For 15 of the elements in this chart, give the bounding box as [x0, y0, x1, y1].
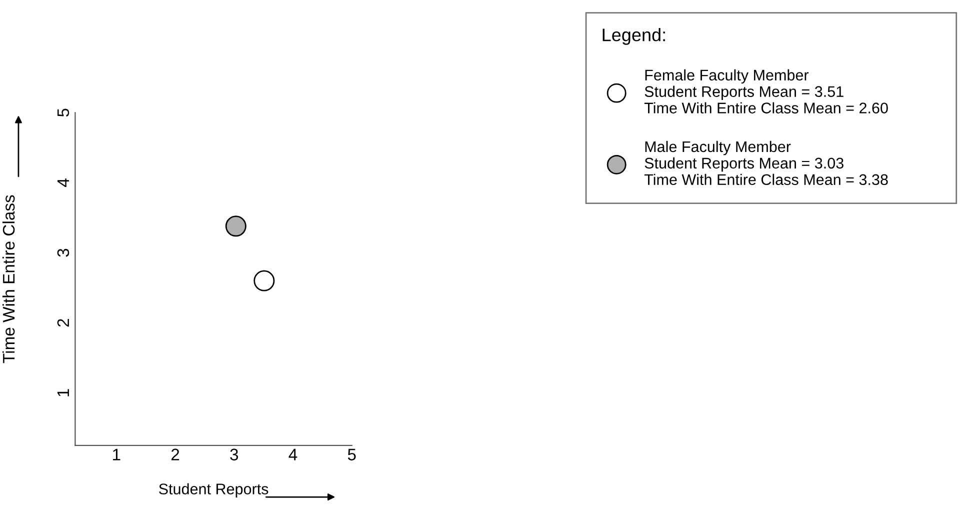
y-tick-label: 5 — [57, 108, 70, 117]
x-tick-label: 1 — [113, 448, 120, 460]
legend-label: Female Faculty Member Student Reports Mean = 3.51 Time With Entire Class Mean = 2.60 — [644, 69, 888, 114]
legend-label: Male Faculty Member Student Reports Mean = 3.03 Time With Entire Class Mean = 3.38 — [644, 140, 888, 186]
x-axis-title: Student Reports — [159, 483, 268, 498]
x-tick-label: 5 — [348, 448, 356, 460]
x-tick-label: 2 — [171, 448, 180, 460]
x-tick-label: 4 — [288, 448, 298, 460]
y-tick-label: 1 — [57, 389, 69, 396]
legend-title: Legend: — [602, 28, 665, 45]
y-axis-title: Time With Entire Class — [2, 195, 15, 364]
y-tick-label: 3 — [57, 248, 70, 257]
y-tick-label: 2 — [57, 319, 69, 327]
y-tick-label: 4 — [57, 178, 69, 187]
x-tick-label: 3 — [230, 448, 238, 460]
